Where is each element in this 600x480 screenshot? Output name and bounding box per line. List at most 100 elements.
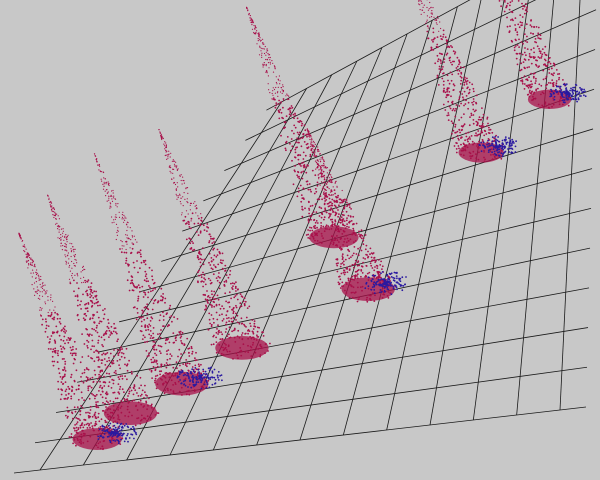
- point-secondary: [199, 378, 202, 381]
- point: [290, 138, 293, 140]
- point: [71, 389, 73, 391]
- point: [297, 133, 300, 136]
- point: [343, 220, 346, 223]
- point: [58, 372, 61, 375]
- point: [108, 357, 110, 359]
- point: [343, 200, 345, 203]
- point: [527, 86, 530, 89]
- point: [54, 211, 56, 213]
- point: [426, 21, 428, 23]
- point: [59, 317, 61, 320]
- point: [442, 103, 445, 106]
- point: [436, 19, 438, 21]
- point: [180, 357, 182, 359]
- point: [188, 352, 190, 354]
- point: [446, 90, 448, 93]
- point-secondary: [112, 434, 115, 436]
- point-secondary: [134, 432, 137, 434]
- point: [152, 332, 155, 335]
- point: [53, 214, 55, 216]
- point: [273, 65, 275, 67]
- point: [210, 299, 213, 302]
- point: [235, 312, 237, 315]
- point: [117, 352, 119, 355]
- point: [130, 275, 133, 278]
- point: [175, 161, 177, 163]
- point: [77, 318, 80, 321]
- point: [330, 194, 333, 196]
- point: [228, 291, 231, 294]
- point: [104, 331, 107, 334]
- point-secondary: [119, 432, 122, 435]
- point-secondary: [191, 368, 194, 371]
- point: [61, 329, 63, 331]
- point: [86, 292, 89, 295]
- point: [267, 83, 269, 85]
- point: [211, 237, 214, 240]
- point: [526, 66, 529, 69]
- point: [362, 237, 365, 240]
- point: [523, 33, 526, 36]
- point: [336, 264, 339, 267]
- point: [338, 275, 341, 278]
- point: [61, 249, 64, 251]
- point: [106, 325, 109, 328]
- point: [339, 287, 342, 289]
- point: [111, 428, 113, 431]
- point: [309, 136, 311, 138]
- point: [251, 319, 254, 321]
- point: [126, 234, 128, 236]
- point: [99, 393, 102, 396]
- point: [47, 325, 50, 327]
- point: [199, 224, 202, 227]
- point: [47, 314, 50, 317]
- point: [73, 352, 76, 355]
- point: [136, 392, 138, 394]
- point: [328, 193, 330, 196]
- point-secondary: [380, 291, 383, 293]
- point: [141, 309, 144, 312]
- point: [89, 409, 92, 411]
- point-secondary: [511, 142, 513, 145]
- point: [51, 317, 54, 320]
- point-secondary: [583, 94, 585, 97]
- point: [166, 325, 169, 328]
- point: [349, 277, 352, 280]
- point: [26, 261, 28, 263]
- point-secondary: [508, 151, 510, 153]
- point: [144, 270, 147, 273]
- point: [271, 60, 273, 62]
- point: [90, 348, 92, 351]
- point: [331, 223, 334, 226]
- point: [119, 358, 121, 361]
- point: [70, 250, 73, 252]
- point-secondary: [581, 91, 584, 94]
- point: [299, 184, 302, 187]
- point: [19, 234, 21, 236]
- point: [306, 164, 309, 167]
- point: [318, 176, 320, 178]
- point: [170, 355, 173, 357]
- point: [222, 259, 224, 262]
- point: [213, 247, 216, 250]
- point-secondary: [365, 282, 368, 285]
- point: [119, 348, 122, 351]
- point: [253, 24, 255, 27]
- point: [553, 72, 555, 75]
- point: [105, 367, 108, 370]
- point: [215, 277, 218, 279]
- point: [314, 174, 317, 177]
- point: [177, 186, 179, 188]
- point: [427, 27, 429, 29]
- point-secondary: [384, 285, 387, 288]
- point: [69, 242, 71, 244]
- point: [67, 415, 69, 418]
- point: [315, 211, 318, 214]
- point-secondary: [187, 375, 190, 377]
- point: [26, 255, 28, 258]
- point: [260, 50, 262, 52]
- point: [536, 59, 538, 62]
- peak-base: [309, 226, 359, 249]
- point: [79, 419, 81, 422]
- point: [73, 427, 75, 429]
